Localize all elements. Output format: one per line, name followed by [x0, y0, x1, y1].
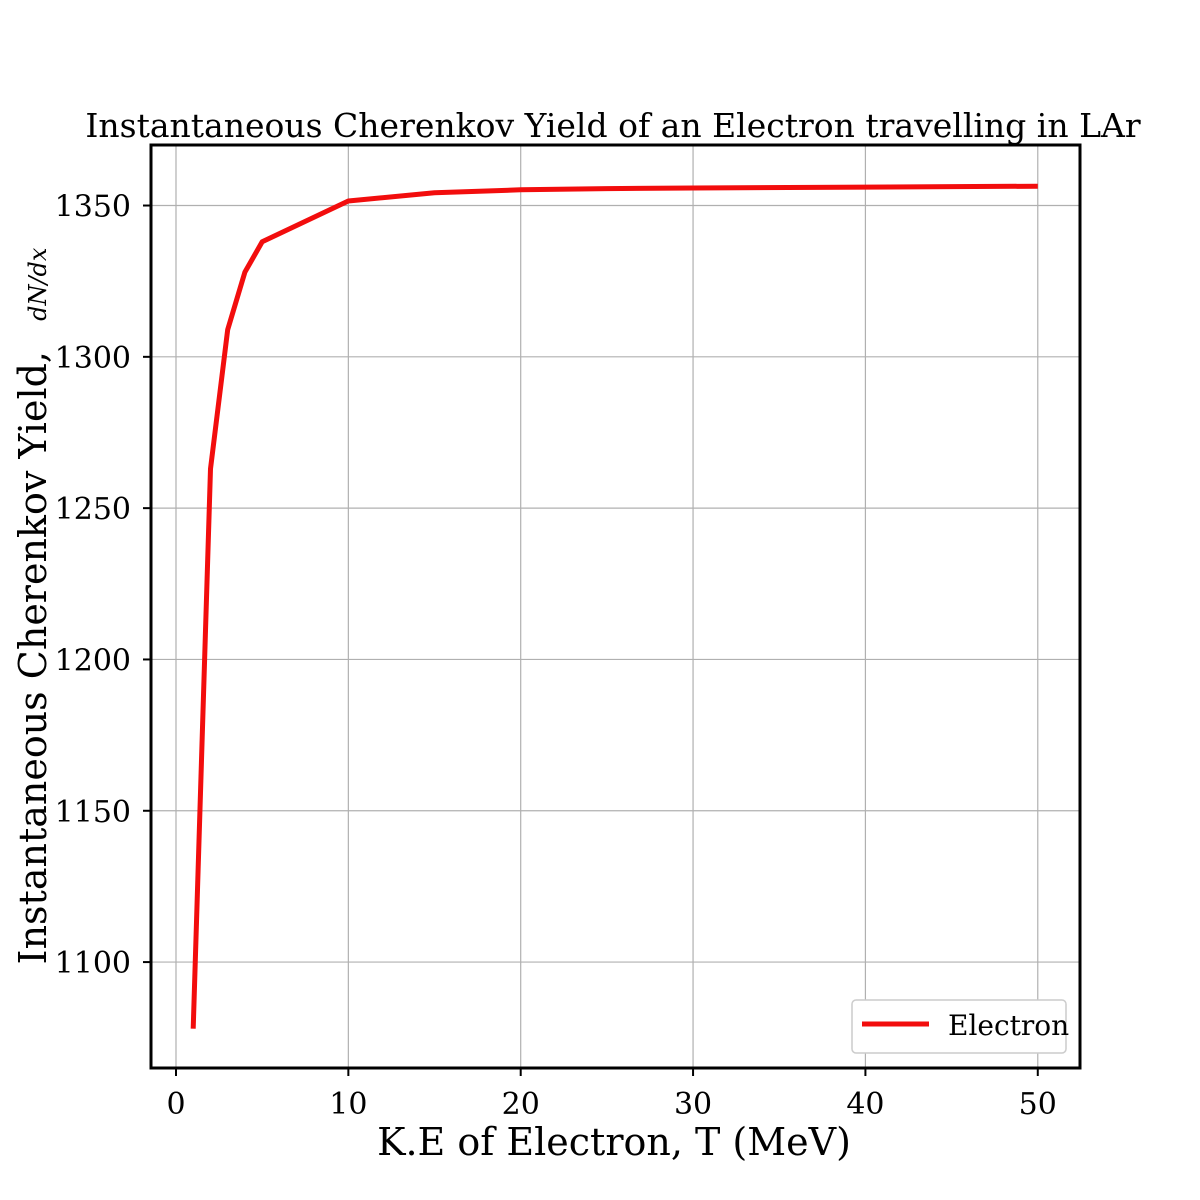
- svg-text:Instantaneous Cherenkov Yield,: Instantaneous Cherenkov Yield, dN/dx: [11, 247, 55, 964]
- legend: Electron: [851, 999, 1069, 1054]
- y-ticks: 1100 1150 1200 1250 1300 1350: [55, 190, 151, 981]
- y-tick-label: 1350: [55, 190, 131, 225]
- y-tick-label: 1100: [55, 946, 131, 981]
- legend-box: [851, 999, 1067, 1054]
- gridlines: [151, 145, 1080, 1068]
- x-tick-label: 20: [502, 1087, 540, 1122]
- y-tick-label: 1200: [55, 643, 131, 678]
- y-tick-label: 1300: [55, 341, 131, 376]
- x-tick-label: 0: [166, 1087, 185, 1122]
- series-line-electron: [190, 183, 1038, 1029]
- chart-title: Instantaneous Cherenkov Yield of an Elec…: [85, 106, 1140, 145]
- x-tick-label: 30: [674, 1087, 712, 1122]
- x-axis-label: K.E of Electron, T (MeV): [377, 1120, 851, 1164]
- x-tick-label: 40: [846, 1087, 884, 1122]
- y-axis-label-fraction: dN/dx: [24, 247, 52, 321]
- x-ticks: 0 10 20 30 40 50: [166, 1068, 1057, 1122]
- plot-frame: [149, 143, 1082, 1070]
- series-layer: [190, 183, 1038, 1029]
- x-tick-label: 50: [1019, 1087, 1057, 1122]
- y-tick-label: 1150: [55, 795, 131, 830]
- y-axis-label: Instantaneous Cherenkov Yield,: [11, 339, 55, 965]
- x-tick-label: 10: [329, 1087, 367, 1122]
- y-tick-label: 1250: [55, 492, 131, 527]
- legend-label-electron: Electron: [948, 1009, 1069, 1042]
